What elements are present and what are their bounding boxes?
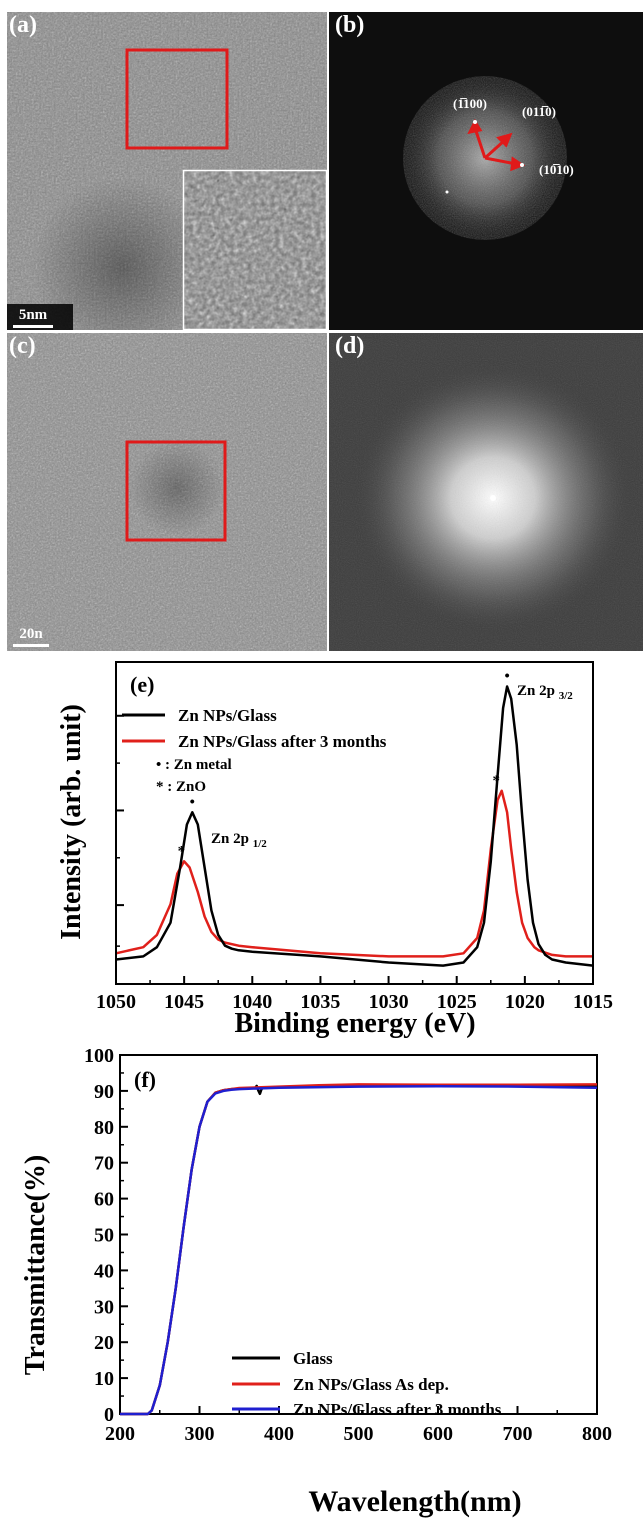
miller-index-3: (10̅10) <box>539 162 574 177</box>
plot-frame-f-box <box>119 1054 598 1415</box>
x-tick-label-e-7: 1015 <box>573 991 613 1013</box>
x-ticks-e: 1050 1045 1040 1035 1030 1025 1020 1015 <box>96 714 613 1013</box>
y-tick-label-f-3: 30 <box>94 1296 114 1318</box>
ticks-f: 200 300 400 500 600 700 800 0 10 20 30 40 50 60 70 80 90… <box>84 1045 612 1445</box>
fft-image-b-graphic <box>329 12 643 330</box>
peak-label-zn2p12: Zn 2p 1/2 <box>211 831 267 850</box>
miller-index-2: (011̅0) <box>522 104 556 119</box>
y-tick-label-f-2: 20 <box>94 1332 114 1354</box>
x-tick-label-f-0: 200 <box>105 1423 135 1445</box>
panel-label-c: (c) <box>9 333 36 359</box>
panel-label-d: (d) <box>335 333 365 359</box>
x-tick-label-e-3: 1035 <box>300 991 340 1013</box>
series-line-f-2 <box>120 1084 598 1416</box>
peak-label-zn2p32-main: Zn 2p <box>517 683 555 699</box>
panel-label-f: (f) <box>134 1067 156 1092</box>
x-tick-label-e-0: 1050 <box>96 991 136 1013</box>
miller-index-1: (1̅100) <box>453 96 487 111</box>
x-tick-label-f-1: 300 <box>185 1423 215 1445</box>
scale-bar-a: 5nm <box>13 307 53 328</box>
series-line-e-0 <box>115 685 594 967</box>
series-line-e-1 <box>115 789 593 958</box>
selection-box-a <box>125 48 229 150</box>
peak-label-zn2p32-sub: 3/2 <box>559 690 574 702</box>
x-tick-label-e-6: 1020 <box>505 991 545 1013</box>
reciprocal-vectors <box>467 118 526 172</box>
series-line-f-1 <box>120 1083 598 1416</box>
scale-bar-c-label: 20n <box>19 626 43 642</box>
peak-label-zn2p12-sub: 1/2 <box>253 838 268 850</box>
transmittance-chart: Transmittance(%) Wavelength(nm) 200 300 40… <box>0 1045 643 1519</box>
x-tick-label-e-1: 1045 <box>164 991 204 1013</box>
plot-frame-e <box>115 661 594 985</box>
x-tick-label-e-4: 1030 <box>369 991 409 1013</box>
fft-image-d: (d) <box>329 333 643 651</box>
peak-marker-e-0: • <box>190 794 195 810</box>
fft-image-b: (b) (1̅100) (011̅0) (10̅10) <box>329 12 643 330</box>
peak-label-zn2p32: Zn 2p 3/2 <box>517 683 573 702</box>
panel-label-e: (e) <box>130 672 154 697</box>
y-tick-label-f-5: 50 <box>94 1225 114 1247</box>
xps-chart-svg: Intensity (arb. unit) Binding energy (eV… <box>56 661 613 1039</box>
fft-image-d-graphic <box>329 333 643 651</box>
legend-label-e-0: Zn NPs/Glass <box>178 706 277 725</box>
x-axis-title-e: Binding energy (eV) <box>234 1008 475 1039</box>
y-tick-label-f-1: 10 <box>94 1368 114 1390</box>
peak-marker-e-2: • <box>505 669 510 685</box>
series-lines-f <box>120 1083 598 1416</box>
note-zno: * : ZnO <box>156 779 206 795</box>
selection-box-c <box>125 440 227 542</box>
series-lines-e <box>115 685 594 967</box>
tem-image-a-graphic <box>7 12 327 330</box>
y-tick-label-f-6: 60 <box>94 1189 114 1211</box>
series-line-f-0 <box>120 1084 598 1416</box>
y-axis-title-f: Transmittance(%) <box>20 1155 51 1375</box>
panel-label-b: (b) <box>335 12 365 38</box>
scale-bar-a-label: 5nm <box>18 307 48 323</box>
legend-label-f-0: Glass <box>293 1349 333 1368</box>
x-axis-title-f: Wavelength(nm) <box>308 1485 521 1518</box>
y-tick-label-f-8: 80 <box>94 1117 114 1139</box>
y-tick-label-f-0: 0 <box>104 1404 114 1426</box>
x-tick-label-f-3: 500 <box>344 1423 374 1445</box>
y-tick-label-f-9: 90 <box>94 1081 114 1103</box>
legend-label-f-2: Zn NPs/Glass after 3 months <box>293 1400 502 1419</box>
x-tick-label-f-4: 600 <box>423 1423 453 1445</box>
panel-label-a: (a) <box>9 12 37 38</box>
x-tick-label-f-5: 700 <box>503 1423 533 1445</box>
note-zn-metal: • : Zn metal <box>156 757 232 773</box>
legend-label-f-1: Zn NPs/Glass As dep. <box>293 1375 449 1394</box>
transmittance-chart-svg: Transmittance(%) Wavelength(nm) 200 300 40… <box>20 1045 612 1518</box>
peak-marker-e-1: * <box>178 843 186 859</box>
xps-chart: Intensity (arb. unit) Binding energy (eV… <box>0 652 643 1042</box>
tem-image-c-graphic <box>7 333 327 651</box>
scale-bar-c: 20n <box>13 626 49 647</box>
legend-e: Zn NPs/Glass Zn NPs/Glass after 3 months… <box>122 706 387 795</box>
x-tick-label-e-5: 1025 <box>437 991 477 1013</box>
legend-label-e-1: Zn NPs/Glass after 3 months <box>178 732 387 751</box>
y-tick-label-f-7: 70 <box>94 1153 114 1175</box>
x-tick-label-f-6: 800 <box>582 1423 612 1445</box>
peak-markers-e: • * • * <box>178 669 510 860</box>
tem-image-a: (a) 5nm <box>7 12 327 330</box>
y-axis-title-e: Intensity (arb. unit) <box>56 704 87 940</box>
peak-label-zn2p12-main: Zn 2p <box>211 831 249 847</box>
peak-marker-e-3: * <box>492 773 500 789</box>
x-tick-label-e-2: 1040 <box>232 991 272 1013</box>
y-tick-label-f-10: 100 <box>84 1045 114 1067</box>
legend-f: Glass Zn NPs/Glass As dep. Zn NPs/Glass … <box>232 1349 502 1419</box>
x-tick-label-f-2: 400 <box>264 1423 294 1445</box>
tem-image-c: (c) 20n <box>7 333 327 651</box>
y-tick-label-f-4: 40 <box>94 1260 114 1282</box>
zoom-inset <box>182 169 327 330</box>
